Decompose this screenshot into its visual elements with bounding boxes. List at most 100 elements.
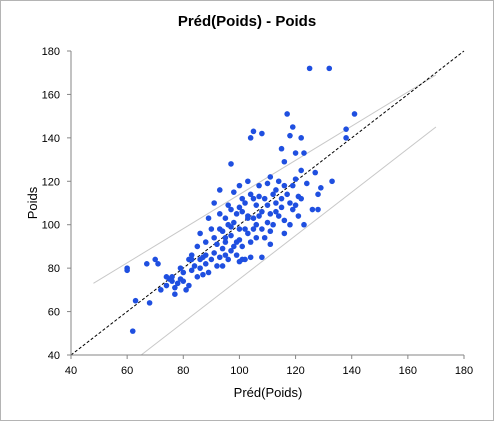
data-point (233, 252, 240, 258)
data-point (233, 211, 240, 217)
data-point (284, 111, 290, 117)
data-point (205, 269, 212, 276)
data-point (211, 250, 217, 256)
data-point (351, 111, 358, 117)
data-point (309, 206, 316, 213)
y-tick-label: 100 (42, 220, 60, 232)
data-point (205, 215, 212, 221)
data-point (174, 280, 181, 287)
data-point (273, 208, 279, 215)
data-point (278, 195, 285, 202)
data-point (231, 243, 237, 250)
data-point (298, 135, 304, 141)
data-point (253, 221, 260, 228)
y-tick-label: 40 (48, 350, 60, 362)
data-point (222, 234, 229, 241)
data-point (194, 274, 201, 280)
data-point (158, 287, 164, 293)
data-point (261, 234, 268, 241)
data-point (267, 211, 274, 217)
data-point (281, 217, 288, 224)
data-point (256, 182, 262, 189)
data-point (318, 185, 324, 191)
data-point (143, 261, 150, 267)
data-point (202, 261, 209, 267)
data-point (228, 206, 234, 213)
data-point (267, 241, 274, 248)
x-tick-label: 180 (455, 365, 473, 377)
data-point (225, 202, 231, 208)
data-point (222, 252, 229, 258)
data-point (186, 282, 192, 289)
data-point (211, 200, 217, 206)
data-point (256, 193, 262, 200)
data-point (281, 158, 288, 165)
data-point (169, 274, 175, 280)
data-point (250, 215, 257, 221)
data-point (172, 291, 178, 298)
data-point (247, 254, 254, 261)
data-point (289, 182, 296, 189)
data-point (222, 215, 229, 221)
data-point (208, 226, 215, 232)
identity-dashed-line (70, 50, 465, 356)
data-point (152, 256, 159, 263)
data-point (146, 300, 153, 306)
data-point (287, 200, 293, 206)
data-point (197, 265, 203, 271)
data-point (191, 263, 198, 269)
tick-labels: 40 60 80 100 120 140 160 180 40 60 80 100 120 140 160 1… (42, 46, 474, 377)
data-point (259, 208, 265, 215)
data-point (216, 187, 223, 193)
y-tick-label: 180 (42, 46, 60, 58)
data-point (180, 269, 187, 276)
data-point (281, 230, 288, 237)
y-axis-title: Poids (25, 186, 40, 219)
data-point (219, 245, 226, 252)
data-point (306, 65, 313, 72)
data-point (289, 206, 296, 213)
data-point (239, 208, 246, 215)
identity-line (70, 50, 465, 356)
data-point (129, 328, 136, 334)
data-point (216, 254, 223, 261)
x-tick-label: 60 (121, 365, 133, 377)
data-point (245, 230, 251, 237)
data-point (304, 180, 310, 187)
data-point (214, 241, 220, 248)
data-point (228, 247, 234, 254)
data-points (124, 65, 358, 334)
data-point (216, 211, 223, 217)
data-point (200, 271, 206, 278)
data-point (177, 265, 184, 271)
data-point (242, 200, 248, 206)
data-point (183, 287, 189, 293)
data-point (264, 219, 271, 226)
data-point (236, 182, 243, 189)
data-point (239, 243, 246, 250)
data-point (202, 252, 209, 258)
x-tick-label: 140 (343, 365, 361, 377)
y-tick-label: 60 (48, 307, 60, 319)
data-point (295, 213, 302, 219)
data-point (301, 150, 307, 156)
data-point (155, 261, 161, 267)
data-point (298, 167, 304, 174)
band-line-1 (93, 74, 437, 284)
data-point (188, 256, 195, 263)
data-point (315, 191, 321, 198)
data-point (242, 226, 248, 232)
data-point (289, 124, 296, 130)
band-line-2 (140, 126, 437, 356)
data-point (236, 258, 243, 265)
data-point (284, 191, 290, 198)
data-point (287, 132, 293, 139)
data-point (188, 252, 195, 258)
data-point (292, 150, 299, 156)
data-point (278, 145, 285, 152)
data-point (326, 65, 333, 72)
x-tick-label: 40 (65, 365, 77, 377)
data-point (202, 239, 209, 245)
data-point (250, 226, 257, 232)
